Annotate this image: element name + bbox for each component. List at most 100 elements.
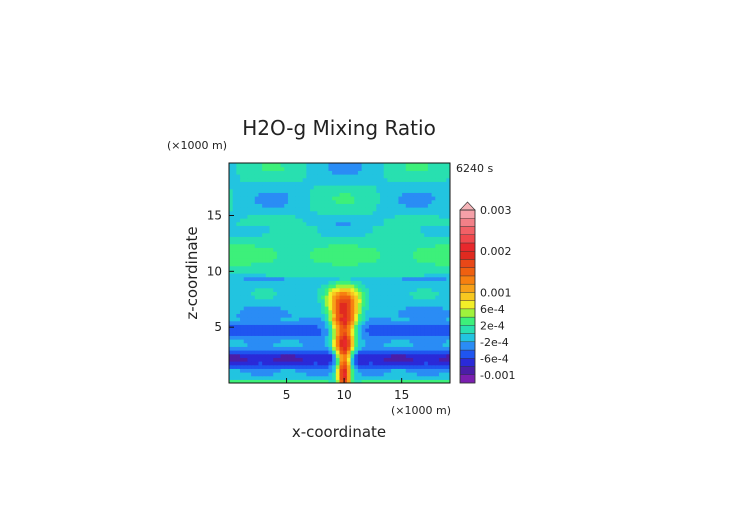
heatmap-cell	[402, 372, 407, 377]
heatmap-cell	[376, 258, 381, 263]
heatmap-cell	[306, 309, 311, 314]
heatmap-cell	[232, 181, 237, 186]
heatmap-cell	[435, 188, 440, 193]
heatmap-cell	[380, 243, 385, 248]
heatmap-cell	[324, 232, 330, 237]
heatmap-cell	[240, 302, 245, 307]
heatmap-cell	[409, 254, 414, 259]
heatmap-cell	[324, 320, 330, 325]
heatmap-cell	[350, 324, 355, 329]
heatmap-cell	[317, 210, 322, 215]
heatmap-cell	[317, 207, 322, 212]
heatmap-cell	[291, 353, 296, 358]
heatmap-cell	[431, 339, 436, 344]
heatmap-cell	[431, 291, 436, 296]
heatmap-cell	[265, 247, 271, 252]
heatmap-cell	[357, 174, 363, 179]
heatmap-cell	[321, 361, 326, 366]
heatmap-cell	[409, 262, 414, 267]
heatmap-cell	[383, 232, 388, 237]
heatmap-cell	[402, 185, 407, 190]
heatmap-cell	[243, 262, 249, 267]
heatmap-cell	[446, 320, 450, 325]
heatmap-cell	[313, 229, 318, 234]
heatmap-cell	[328, 258, 333, 263]
heatmap-cell	[258, 232, 263, 237]
heatmap-cell	[402, 199, 407, 204]
heatmap-cell	[313, 335, 318, 340]
heatmap-cell	[284, 243, 289, 248]
heatmap-cell	[287, 196, 293, 201]
heatmap-cell	[372, 192, 377, 197]
heatmap-cell	[398, 350, 403, 355]
heatmap-cell	[343, 166, 348, 171]
heatmap-cell	[265, 258, 271, 263]
heatmap-cell	[284, 188, 289, 193]
heatmap-cell	[413, 320, 418, 325]
heatmap-cell	[365, 335, 370, 340]
heatmap-cell	[254, 320, 260, 325]
heatmap-cell	[291, 324, 296, 329]
heatmap-cell	[313, 306, 318, 311]
heatmap-cell	[343, 372, 348, 377]
heatmap-cell	[368, 207, 374, 212]
heatmap-cell	[343, 284, 348, 289]
heatmap-cell	[335, 247, 341, 252]
heatmap-cell	[269, 203, 274, 208]
heatmap-cell	[402, 225, 407, 230]
heatmap-cell	[446, 335, 450, 340]
colorbar-swatch	[459, 333, 476, 343]
heatmap-cell	[394, 196, 400, 201]
colorbar-swatch	[459, 209, 476, 219]
heatmap-cell	[243, 331, 249, 336]
heatmap-cell	[398, 254, 403, 259]
heatmap-cell	[346, 174, 352, 179]
heatmap-cell	[298, 192, 304, 197]
heatmap-cell	[298, 346, 304, 351]
heatmap-cell	[354, 368, 359, 373]
heatmap-cell	[262, 280, 267, 285]
heatmap-cell	[343, 192, 348, 197]
heatmap-cell	[398, 185, 403, 190]
heatmap-cell	[302, 210, 307, 215]
heatmap-cell	[324, 368, 330, 373]
heatmap-cell	[357, 181, 363, 186]
heatmap-cell	[339, 251, 344, 256]
heatmap-cell	[240, 214, 245, 219]
heatmap-cell	[431, 353, 436, 358]
heatmap-cell	[302, 364, 307, 369]
heatmap-cell	[291, 225, 296, 230]
heatmap-cell	[287, 295, 293, 300]
heatmap-cell	[438, 174, 444, 179]
heatmap-cell	[265, 273, 271, 278]
heatmap-cell	[291, 265, 296, 270]
x-tick-label: 15	[394, 388, 409, 402]
heatmap-cell	[236, 199, 241, 204]
heatmap-cell	[402, 379, 407, 383]
heatmap-cell	[405, 258, 411, 263]
heatmap-cell	[247, 335, 252, 340]
heatmap-cell	[291, 320, 296, 325]
heatmap-cell	[262, 350, 267, 355]
heatmap-cell	[427, 273, 433, 278]
heatmap-cell	[236, 174, 241, 179]
heatmap-cell	[247, 320, 252, 325]
heatmap-cell	[251, 324, 256, 329]
heatmap-cell	[368, 166, 374, 171]
heatmap-cell	[280, 207, 285, 212]
heatmap-cell	[339, 185, 344, 190]
heatmap-cell	[438, 302, 444, 307]
heatmap-cell	[335, 320, 341, 325]
heatmap-cell	[273, 342, 278, 347]
heatmap-cell	[265, 192, 271, 197]
heatmap-cell	[321, 291, 326, 296]
heatmap-cell	[343, 328, 348, 333]
heatmap-cell	[236, 324, 241, 329]
heatmap-cell	[438, 258, 444, 263]
heatmap-cell	[254, 298, 260, 303]
heatmap-cell	[339, 361, 344, 366]
heatmap-cell	[328, 166, 333, 171]
heatmap-cell	[335, 192, 341, 197]
heatmap-cell	[416, 240, 422, 245]
heatmap-cell	[442, 379, 447, 383]
